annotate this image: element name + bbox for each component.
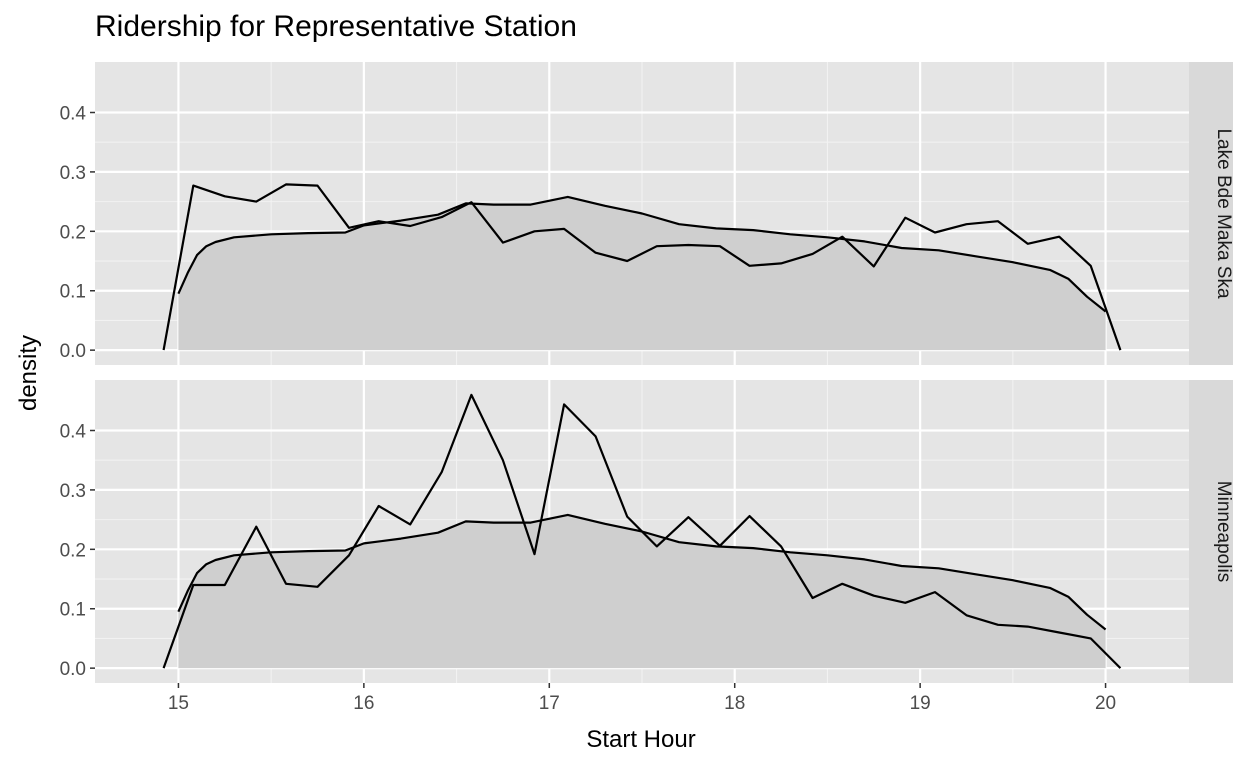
facet-panel: 0.0 0.1 0.2 0.3 0.4 Minneapolis (60, 380, 1234, 683)
chart-title: Ridership for Representative Station (95, 10, 577, 43)
facet-strip (1189, 62, 1233, 365)
y-tick-label: 0.3 (60, 481, 86, 502)
y-tick-label: 0.1 (60, 600, 86, 621)
x-axis: 15 16 17 18 19 20 (168, 683, 1116, 714)
y-tick-label: 0.2 (60, 222, 86, 243)
facet-panel: 0.0 0.1 0.2 0.3 0.4 Lake Bde Maka Ska (60, 62, 1234, 365)
y-tick-label: 0.4 (60, 422, 87, 443)
facet-strip (1189, 380, 1233, 683)
x-tick-label: 18 (724, 693, 745, 714)
y-tick-label: 0.0 (60, 341, 86, 362)
x-axis-title: Start Hour (586, 726, 695, 753)
x-tick-label: 16 (353, 693, 374, 714)
x-tick-label: 19 (910, 693, 931, 714)
density-area (178, 196, 1106, 351)
y-axis-title: density (15, 335, 42, 411)
facet-strip-label: Minneapolis (1213, 481, 1234, 582)
y-tick-label: 0.3 (60, 163, 86, 184)
y-tick-label: 0.4 (60, 104, 87, 125)
y-tick-label: 0.0 (60, 659, 86, 680)
y-tick-label: 0.2 (60, 540, 86, 561)
x-tick-label: 17 (539, 693, 560, 714)
density-area (178, 514, 1106, 669)
facet-strip-label: Lake Bde Maka Ska (1213, 128, 1234, 298)
y-tick-label: 0.1 (60, 282, 86, 303)
x-tick-label: 15 (168, 693, 189, 714)
histogram-polygon-line (162, 393, 1122, 669)
histogram-polygon-line (162, 183, 1122, 351)
density-curve (177, 195, 1107, 313)
x-tick-label: 20 (1095, 693, 1116, 714)
